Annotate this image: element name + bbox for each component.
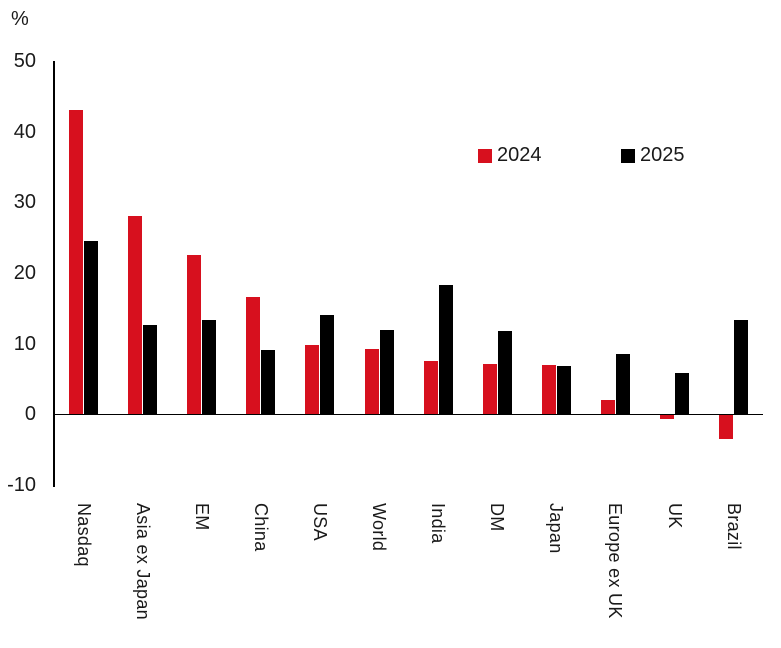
legend-label-2024: 2024 xyxy=(497,144,542,166)
y-tick-label-20: 20 xyxy=(13,262,36,284)
bar-2024-china xyxy=(246,297,261,415)
bar-2024-dm xyxy=(482,364,497,415)
bar-2024-world xyxy=(364,349,379,415)
y-tick-label-10: 10 xyxy=(13,332,36,355)
bar-2024-uk xyxy=(660,414,674,420)
x-label-world: World xyxy=(369,503,389,552)
y-axis-unit-label: % xyxy=(11,8,29,30)
bar-2024-nasdaq xyxy=(69,110,83,415)
bar-2025-uk xyxy=(675,373,689,415)
x-label-japan: Japan xyxy=(546,503,567,554)
x-label-dm: DM xyxy=(487,503,508,532)
y-tick-label-40: 40 xyxy=(13,120,36,143)
x-label-china: China xyxy=(250,503,271,552)
x-label-asia-ex-japan: Asia ex Japan xyxy=(132,503,153,620)
bar-2025-japan xyxy=(556,366,571,415)
x-label-uk: UK xyxy=(664,503,685,529)
bar-2025-nasdaq xyxy=(84,241,98,415)
legend-swatch-2025-icon xyxy=(621,148,635,163)
x-label-usa: USA xyxy=(309,503,330,541)
x-label-europe-ex-uk: Europe ex UK xyxy=(605,503,626,619)
bar-2024-asia-ex-japan xyxy=(128,216,143,415)
bar-2025-world xyxy=(379,329,394,415)
bar-2024-em xyxy=(187,254,202,415)
bar-2025-em xyxy=(202,320,217,415)
bar-2025-asia-ex-japan xyxy=(143,324,158,415)
legend-swatch-2024-icon xyxy=(478,148,492,163)
bar-2024-india xyxy=(423,361,438,415)
legend-label-2025: 2025 xyxy=(640,144,685,166)
y-axis-line xyxy=(53,61,55,487)
bar-2025-usa xyxy=(320,314,335,415)
bar-2024-europe-ex-uk xyxy=(600,400,615,415)
bar-2025-europe-ex-uk xyxy=(615,353,630,415)
zero-baseline xyxy=(53,413,763,416)
bar-2025-india xyxy=(438,285,453,415)
bar-2024-usa xyxy=(305,345,320,415)
bar-2025-dm xyxy=(497,330,512,415)
x-label-india: India xyxy=(428,503,449,544)
y-tick-label-50: 50 xyxy=(13,50,36,72)
y-tick-label-0: 0 xyxy=(24,403,36,426)
y-tick-label--10: -10 xyxy=(7,474,36,496)
bar-2024-brazil xyxy=(719,414,734,440)
x-label-nasdaq: Nasdaq xyxy=(73,503,94,567)
bar-2024-japan xyxy=(541,364,556,415)
bar-2025-china xyxy=(261,350,276,415)
legend-item-2024: 2024 xyxy=(478,144,542,167)
x-label-em: EM xyxy=(191,503,212,531)
x-label-brazil: Brazil xyxy=(723,503,744,550)
legend-item-2025: 2025 xyxy=(621,144,685,167)
bar-2025-brazil xyxy=(734,320,749,415)
y-tick-label-30: 30 xyxy=(13,191,36,214)
